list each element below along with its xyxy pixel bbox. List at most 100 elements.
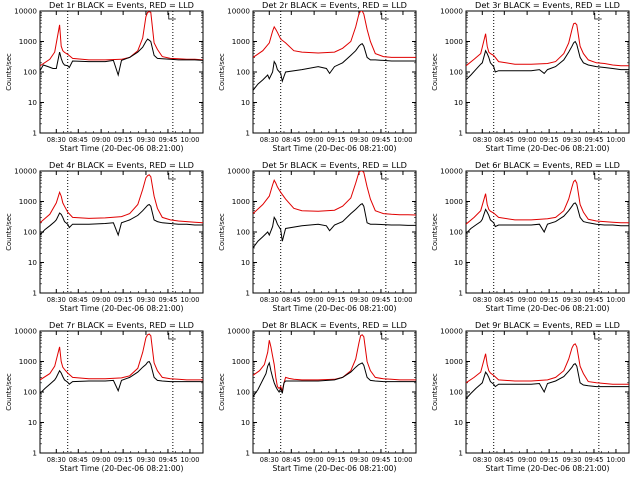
panel-det-4: Det 4r BLACK = Events, RED = LLD 1 10 100 10… xyxy=(5,160,204,313)
plot-frame xyxy=(252,330,417,454)
plot-frame xyxy=(465,170,630,294)
y-tick-label: 10000 xyxy=(14,327,37,336)
corner-mark xyxy=(381,333,389,340)
panel-title: Det 1r BLACK = Events, RED = LLD xyxy=(49,0,194,10)
x-tick-label: 09:30 xyxy=(349,136,368,144)
panel-det-8: Det 8r BLACK = Events, RED = LLD 1 10 100 10… xyxy=(218,320,417,473)
x-tick-label: 09:45 xyxy=(371,136,390,144)
x-tick-label: 09:45 xyxy=(158,136,177,144)
panel-det-3: Det 3r BLACK = Events, RED = LLD 1 10 100 10… xyxy=(431,0,630,153)
corner-mark xyxy=(594,13,602,20)
y-tick-label: 100 xyxy=(23,228,37,237)
y-tick-label: 10 xyxy=(28,258,38,267)
x-axis-label: Start Time (20-Dec-06 08:21:00) xyxy=(486,144,610,153)
x-tick-label: 09:00 xyxy=(518,296,537,304)
panel-det-9: Det 9r BLACK = Events, RED = LLD 1 10 100 10… xyxy=(431,320,630,473)
x-tick-label: 09:45 xyxy=(158,456,177,464)
y-axis-label: Counts/sec xyxy=(5,373,13,411)
y-tick-label: 100 xyxy=(236,228,250,237)
x-tick-label: 09:30 xyxy=(349,456,368,464)
y-tick-label: 1000 xyxy=(19,37,38,46)
x-tick-label: 08:30 xyxy=(47,456,66,464)
x-tick-label: 09:45 xyxy=(371,456,390,464)
x-tick-label: 09:00 xyxy=(305,296,324,304)
x-tick-label: 08:45 xyxy=(69,296,88,304)
x-tick-label: 09:00 xyxy=(92,456,111,464)
y-axis-label: Counts/sec xyxy=(5,213,13,251)
y-tick-label: 10 xyxy=(454,418,464,427)
panel-title: Det 8r BLACK = Events, RED = LLD xyxy=(262,320,407,330)
corner-mark xyxy=(168,13,176,20)
y-tick-label: 1 xyxy=(245,129,250,138)
y-tick-label: 100 xyxy=(23,388,37,397)
y-tick-label: 10000 xyxy=(227,327,250,336)
series-line-events xyxy=(466,40,629,81)
x-tick-label: 08:45 xyxy=(495,296,514,304)
x-tick-label: 09:00 xyxy=(92,296,111,304)
x-tick-label: 09:45 xyxy=(584,296,603,304)
series-line-events xyxy=(253,361,416,397)
y-tick-label: 1 xyxy=(32,129,37,138)
x-tick-label: 09:30 xyxy=(136,296,155,304)
series-line-lld xyxy=(40,333,203,381)
x-tick-label: 09:30 xyxy=(349,296,368,304)
x-tick-label: 09:15 xyxy=(114,456,133,464)
panel-title: Det 4r BLACK = Events, RED = LLD xyxy=(49,160,194,170)
panel-det-6: Det 6r BLACK = Events, RED = LLD 1 10 100 10… xyxy=(431,160,630,313)
x-axis-label: Start Time (20-Dec-06 08:21:00) xyxy=(273,144,397,153)
y-tick-label: 100 xyxy=(23,68,37,77)
corner-mark xyxy=(381,13,389,20)
x-tick-label: 09:15 xyxy=(540,456,559,464)
y-tick-label: 100 xyxy=(449,68,463,77)
x-tick-label: 08:45 xyxy=(69,456,88,464)
x-tick-label: 10:00 xyxy=(393,296,412,304)
y-axis-label: Counts/sec xyxy=(5,53,13,91)
x-tick-label: 08:30 xyxy=(473,136,492,144)
y-tick-label: 1 xyxy=(458,289,463,298)
y-tick-label: 10 xyxy=(454,258,464,267)
series-line-lld xyxy=(40,11,203,67)
y-tick-label: 1000 xyxy=(232,197,251,206)
corner-mark xyxy=(168,333,176,340)
y-axis-label: Counts/sec xyxy=(431,53,439,91)
x-tick-label: 09:45 xyxy=(584,456,603,464)
series-line-lld xyxy=(466,343,629,385)
y-tick-label: 1 xyxy=(458,129,463,138)
panel-det-2: Det 2r BLACK = Events, RED = LLD 1 10 100 10… xyxy=(218,0,417,153)
series-line-events xyxy=(40,360,203,394)
x-tick-label: 08:30 xyxy=(260,456,279,464)
y-tick-label: 10 xyxy=(241,258,251,267)
y-tick-label: 10000 xyxy=(14,7,37,16)
y-tick-label: 1 xyxy=(245,289,250,298)
series-line-lld xyxy=(466,22,629,67)
x-axis-label: Start Time (20-Dec-06 08:21:00) xyxy=(273,304,397,313)
corner-mark xyxy=(381,173,389,180)
x-tick-label: 09:30 xyxy=(562,296,581,304)
y-tick-label: 1 xyxy=(245,449,250,458)
x-axis-label: Start Time (20-Dec-06 08:21:00) xyxy=(486,464,610,473)
y-tick-label: 1000 xyxy=(445,37,464,46)
series-line-lld xyxy=(253,11,416,58)
series-line-events xyxy=(40,203,203,237)
plot-frame xyxy=(39,10,204,134)
x-tick-label: 09:45 xyxy=(158,296,177,304)
x-tick-label: 10:00 xyxy=(180,136,199,144)
panel-title: Det 6r BLACK = Events, RED = LLD xyxy=(475,160,620,170)
x-tick-label: 09:45 xyxy=(584,136,603,144)
y-tick-label: 1 xyxy=(458,449,463,458)
corner-mark xyxy=(594,333,602,340)
y-tick-label: 10 xyxy=(241,418,251,427)
x-tick-label: 10:00 xyxy=(180,296,199,304)
x-tick-label: 09:15 xyxy=(327,136,346,144)
y-tick-label: 10000 xyxy=(440,327,463,336)
panel-det-1: Det 1r BLACK = Events, RED = LLD 1 10 100 10… xyxy=(5,0,204,153)
x-tick-label: 08:45 xyxy=(495,456,514,464)
panel-title: Det 5r BLACK = Events, RED = LLD xyxy=(262,160,407,170)
x-tick-label: 10:00 xyxy=(606,136,625,144)
x-tick-label: 09:30 xyxy=(562,136,581,144)
y-tick-label: 1000 xyxy=(232,37,251,46)
plot-frame xyxy=(39,170,204,294)
y-tick-label: 10 xyxy=(28,98,38,107)
x-tick-label: 10:00 xyxy=(393,456,412,464)
series-line-events xyxy=(253,203,416,249)
